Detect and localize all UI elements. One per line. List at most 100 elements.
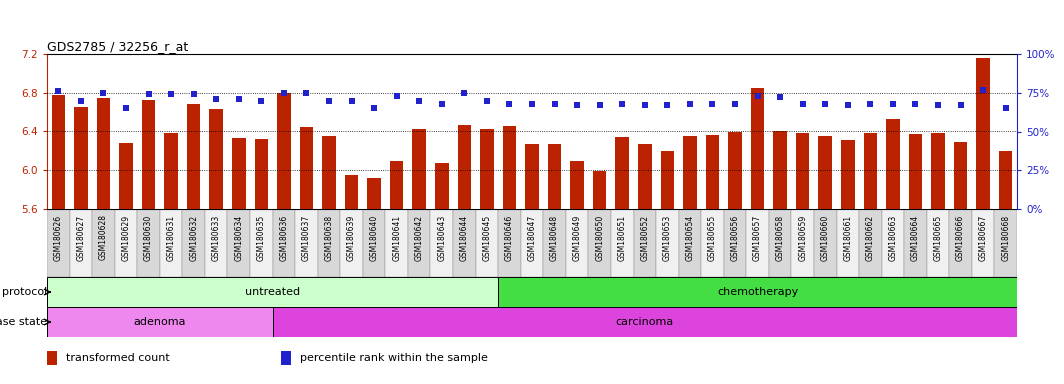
- Bar: [548, 144, 562, 209]
- Text: GSM180657: GSM180657: [753, 214, 762, 261]
- Bar: [638, 144, 651, 209]
- Text: GSM180650: GSM180650: [595, 214, 604, 261]
- Bar: [300, 127, 313, 209]
- Bar: [701, 209, 724, 277]
- Bar: [814, 209, 836, 277]
- Point: [320, 98, 337, 104]
- Point: [95, 90, 112, 96]
- Point: [388, 93, 405, 99]
- Bar: [882, 209, 904, 277]
- Point: [253, 98, 270, 104]
- Text: disease state: disease state: [0, 317, 47, 327]
- Bar: [389, 161, 403, 209]
- Point: [817, 101, 834, 107]
- Bar: [51, 95, 65, 209]
- Bar: [724, 209, 746, 277]
- Point: [771, 94, 788, 101]
- Point: [298, 90, 315, 96]
- Point: [568, 102, 585, 108]
- Point: [411, 98, 428, 104]
- Text: GSM180655: GSM180655: [708, 214, 717, 261]
- Bar: [210, 109, 223, 209]
- Text: GSM180664: GSM180664: [911, 214, 920, 261]
- Bar: [836, 209, 859, 277]
- Bar: [683, 136, 697, 209]
- Point: [839, 102, 857, 108]
- Bar: [520, 209, 544, 277]
- Text: adenoma: adenoma: [134, 317, 186, 327]
- Point: [930, 102, 947, 108]
- Point: [455, 90, 472, 96]
- Bar: [886, 119, 900, 209]
- Bar: [119, 143, 133, 209]
- Bar: [476, 209, 498, 277]
- Text: GSM180646: GSM180646: [505, 214, 514, 261]
- Bar: [818, 136, 832, 209]
- Text: GDS2785 / 32256_r_at: GDS2785 / 32256_r_at: [47, 40, 188, 53]
- Bar: [971, 209, 995, 277]
- Bar: [345, 175, 359, 209]
- Bar: [502, 126, 516, 209]
- Text: GSM180638: GSM180638: [325, 214, 333, 261]
- Bar: [679, 209, 701, 277]
- Point: [907, 101, 924, 107]
- Bar: [705, 136, 719, 209]
- Bar: [904, 209, 927, 277]
- Bar: [322, 136, 336, 209]
- Bar: [232, 138, 246, 209]
- Bar: [661, 151, 675, 209]
- Point: [230, 96, 247, 102]
- Bar: [841, 140, 854, 209]
- Text: GSM180637: GSM180637: [302, 214, 311, 261]
- Bar: [977, 58, 990, 209]
- Point: [636, 102, 653, 108]
- Text: GSM180647: GSM180647: [528, 214, 536, 261]
- Bar: [431, 209, 453, 277]
- Text: GSM180666: GSM180666: [957, 214, 965, 261]
- Text: GSM180634: GSM180634: [234, 214, 244, 261]
- Bar: [909, 134, 922, 209]
- Text: GSM180641: GSM180641: [393, 214, 401, 261]
- Text: GSM180651: GSM180651: [618, 214, 627, 261]
- Text: GSM180667: GSM180667: [979, 214, 987, 261]
- Bar: [774, 131, 787, 209]
- Text: GSM180642: GSM180642: [415, 214, 423, 261]
- Text: GSM180662: GSM180662: [866, 214, 875, 261]
- Bar: [656, 209, 679, 277]
- Bar: [137, 209, 160, 277]
- Bar: [93, 209, 115, 277]
- Text: GSM180631: GSM180631: [167, 214, 176, 261]
- Point: [704, 101, 721, 107]
- Point: [276, 90, 293, 96]
- Bar: [340, 209, 363, 277]
- Bar: [611, 209, 633, 277]
- Point: [207, 96, 225, 102]
- Text: GSM180629: GSM180629: [121, 214, 131, 261]
- Bar: [318, 209, 340, 277]
- Text: GSM180654: GSM180654: [685, 214, 695, 261]
- Bar: [953, 142, 967, 209]
- Point: [749, 93, 766, 99]
- Bar: [566, 209, 588, 277]
- Text: GSM180656: GSM180656: [731, 214, 739, 261]
- Bar: [526, 144, 538, 209]
- Point: [681, 101, 698, 107]
- Point: [659, 102, 676, 108]
- Text: GSM180660: GSM180660: [820, 214, 830, 261]
- Bar: [498, 277, 1017, 307]
- Bar: [363, 209, 385, 277]
- Bar: [228, 209, 250, 277]
- Bar: [277, 93, 290, 209]
- Point: [952, 102, 969, 108]
- Text: GSM180628: GSM180628: [99, 214, 107, 260]
- Bar: [859, 209, 882, 277]
- Bar: [47, 277, 498, 307]
- Text: GSM180649: GSM180649: [572, 214, 582, 261]
- Bar: [74, 107, 87, 209]
- Bar: [864, 133, 877, 209]
- Text: GSM180635: GSM180635: [256, 214, 266, 261]
- Bar: [792, 209, 814, 277]
- Bar: [615, 137, 629, 209]
- Bar: [728, 132, 742, 209]
- Bar: [458, 125, 471, 209]
